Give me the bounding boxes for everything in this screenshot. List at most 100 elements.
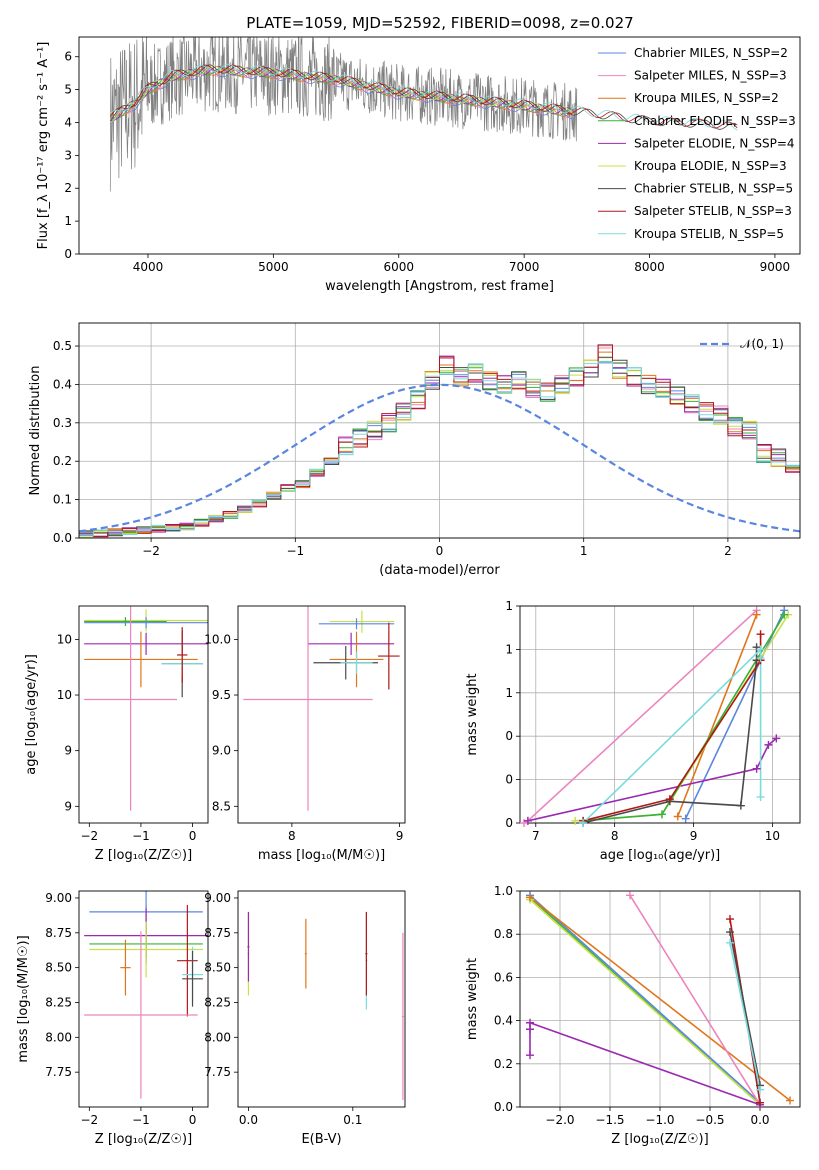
y-tick-label: 8.00 <box>45 1030 72 1044</box>
plus-marker <box>726 938 734 947</box>
plus-marker <box>756 630 765 639</box>
legend-label: Kroupa ELODIE, N_SSP=3 <box>634 159 787 173</box>
x-tick-label: −2 <box>80 829 98 843</box>
y-axis-label: Normed distribution <box>28 366 43 496</box>
y-tick-label: 7.75 <box>45 1065 72 1079</box>
x-tick-label: 0.1 <box>343 1113 362 1127</box>
y-tick-label: 0 <box>505 816 513 830</box>
plus-marker <box>571 816 580 825</box>
x-tick-label: 0.0 <box>239 1113 258 1127</box>
plus-marker <box>665 795 674 804</box>
y-tick-label: 10 <box>57 632 72 646</box>
y-axis-label: Flux [f_λ 10⁻¹⁷ erg cm⁻² s⁻¹ A⁻¹] <box>36 42 51 250</box>
axes-frame <box>78 36 801 255</box>
x-tick-label: −1 <box>132 829 150 843</box>
x-axis-label: Z [log₁₀(Z/Z☉)] <box>611 1132 708 1147</box>
y-tick-label: 8.5 <box>212 799 231 813</box>
model-spectrum-salpeter-stelib <box>109 64 738 129</box>
panel-8: −2.0 −1.5 −1.0 −0.5 0.0 0.0 0.2 0.4 0.6 0.8 1.0 Z [… <box>465 884 801 1147</box>
residual-histogram <box>79 347 800 537</box>
y-tick-label: 7.75 <box>204 1065 231 1079</box>
x-tick-label: 7000 <box>509 260 540 274</box>
residual-histogram <box>79 361 800 537</box>
plot-area <box>529 894 791 1106</box>
y-axis-label: mass [log₁₀(M/M☉)] <box>16 935 31 1062</box>
y-tick-label: 0.0 <box>53 531 72 545</box>
panel-6: −2 −1 0 7.75 8.00 8.25 8.50 8.75 9.00 Z [log₁₀(Z/… <box>16 890 209 1147</box>
x-tick-label: 0 <box>189 1113 197 1127</box>
y-tick-label: 10.0 <box>204 632 231 646</box>
axes-frame <box>78 890 209 1108</box>
x-axis-label: E(B-V) <box>301 1132 341 1147</box>
x-tick-label: 9000 <box>760 260 791 274</box>
y-tick-label: 8.25 <box>204 995 231 1009</box>
x-tick-label: 2 <box>724 544 732 558</box>
axes-frame <box>237 605 406 824</box>
x-axis-label: mass [log₁₀(M/M☉)] <box>258 848 385 863</box>
observed-spectrum <box>109 37 578 192</box>
y-tick-label: 0.8 <box>494 927 513 941</box>
plus-marker <box>786 1096 794 1105</box>
y-tick-label: 6 <box>64 50 72 64</box>
y-tick-label: 0.0 <box>494 1100 513 1114</box>
plus-marker <box>579 819 588 827</box>
x-axis-label: age [log₁₀(age/yr)] <box>600 848 721 863</box>
x-tick-label: −2 <box>80 1113 98 1127</box>
legend-label: Kroupa STELIB, N_SSP=5 <box>634 227 784 241</box>
mass-weight-line <box>583 614 785 822</box>
x-tick-label: 8000 <box>634 260 665 274</box>
mass-weight-line <box>527 737 777 822</box>
plus-marker <box>772 734 781 743</box>
legend-label: Salpeter STELIB, N_SSP=3 <box>634 204 792 218</box>
y-tick-label: 9.0 <box>212 744 231 758</box>
plus-marker <box>780 610 789 619</box>
plus-marker <box>673 812 682 821</box>
plus-marker <box>756 1098 764 1107</box>
mass-weight-line <box>684 609 785 820</box>
y-tick-label: 9.00 <box>204 891 231 905</box>
plus-marker <box>756 645 765 654</box>
legend-label: Kroupa MILES, N_SSP=2 <box>634 91 779 105</box>
x-tick-label: −1 <box>132 1113 150 1127</box>
panel-5: 7 8 9 10 0 0 0 1 1 1 age [log₁₀(age/yr)] mass weigh… <box>465 599 801 863</box>
x-tick-label: 0 <box>436 544 444 558</box>
legend-label: Chabrier ELODIE, N_SSP=3 <box>634 114 796 128</box>
y-axis-label: mass weight <box>465 673 480 755</box>
plus-marker <box>752 764 761 773</box>
y-tick-label: 9.5 <box>212 688 231 702</box>
plus-marker <box>736 801 745 810</box>
legend-label: Salpeter ELODIE, N_SSP=4 <box>634 136 795 150</box>
y-tick-label: 5 <box>64 83 72 97</box>
model-spectrum-kroupa-elodie <box>110 64 575 123</box>
mass-weight-line <box>729 942 761 1090</box>
x-axis-label: wavelength [Angstrom, rest frame] <box>325 279 554 294</box>
plot-area <box>84 606 208 811</box>
x-tick-label: 5000 <box>258 260 289 274</box>
plus-marker <box>752 610 761 619</box>
panel-4: 8 9 8.5 9.0 9.5 10.0 mass [log₁₀(M/M☉)] <box>204 605 406 863</box>
y-tick-label: 0.1 <box>53 493 72 507</box>
y-tick-label: 0.5 <box>53 339 72 353</box>
y-tick-label: 8.00 <box>204 1030 231 1044</box>
plus-marker <box>681 814 690 823</box>
plus-marker <box>726 915 734 924</box>
mass-weight-line <box>529 899 761 1106</box>
plot-area <box>247 911 404 1101</box>
mass-weight-line <box>629 894 761 1106</box>
x-tick-label: 9 <box>690 829 698 843</box>
y-tick-label: 8.50 <box>204 961 231 975</box>
mass-weight-line <box>529 894 761 1104</box>
plus-marker <box>756 1085 764 1094</box>
y-tick-label: 2 <box>64 181 72 195</box>
x-tick-label: 0 <box>189 829 197 843</box>
plus-marker <box>626 891 634 900</box>
axes-frame <box>237 890 406 1108</box>
x-axis-label: Z [log₁₀(Z/Z☉)] <box>95 848 192 863</box>
y-tick-label: 3 <box>64 148 72 162</box>
y-tick-label: 0.2 <box>494 1057 513 1071</box>
mass-weight-line <box>582 634 762 822</box>
y-tick-label: 0 <box>505 773 513 787</box>
plot-area <box>84 891 208 1099</box>
x-tick-label: 6000 <box>383 260 414 274</box>
y-tick-label: 1 <box>64 214 72 228</box>
